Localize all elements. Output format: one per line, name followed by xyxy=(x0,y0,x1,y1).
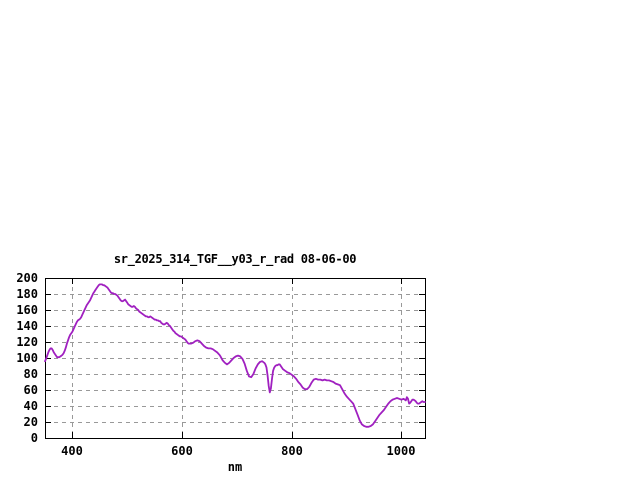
chart-title: sr_2025_314_TGF__y03_r_rad 08-06-00 xyxy=(113,252,357,266)
x-tick-label-400: 400 xyxy=(61,444,83,458)
y-tick-label-80: 80 xyxy=(23,367,38,381)
y-tick-label-160: 160 xyxy=(16,303,38,317)
y-tick-label-100: 100 xyxy=(16,351,38,365)
x-tick-label-1000: 1000 xyxy=(386,444,416,458)
y-tick-label-20: 20 xyxy=(23,415,38,429)
y-tick-label-0: 0 xyxy=(30,431,38,445)
y-tick-label-60: 60 xyxy=(23,383,38,397)
y-tick-label-140: 140 xyxy=(16,319,38,333)
y-tick-label-200: 200 xyxy=(16,271,38,285)
spectrum-line xyxy=(44,283,426,428)
x-tick-label-800: 800 xyxy=(281,444,303,458)
x-axis-label: nm xyxy=(227,460,243,474)
x-tick-label-600: 600 xyxy=(171,444,193,458)
y-tick-label-120: 120 xyxy=(16,335,38,349)
y-tick-label-180: 180 xyxy=(16,287,38,301)
y-tick-label-40: 40 xyxy=(23,399,38,413)
